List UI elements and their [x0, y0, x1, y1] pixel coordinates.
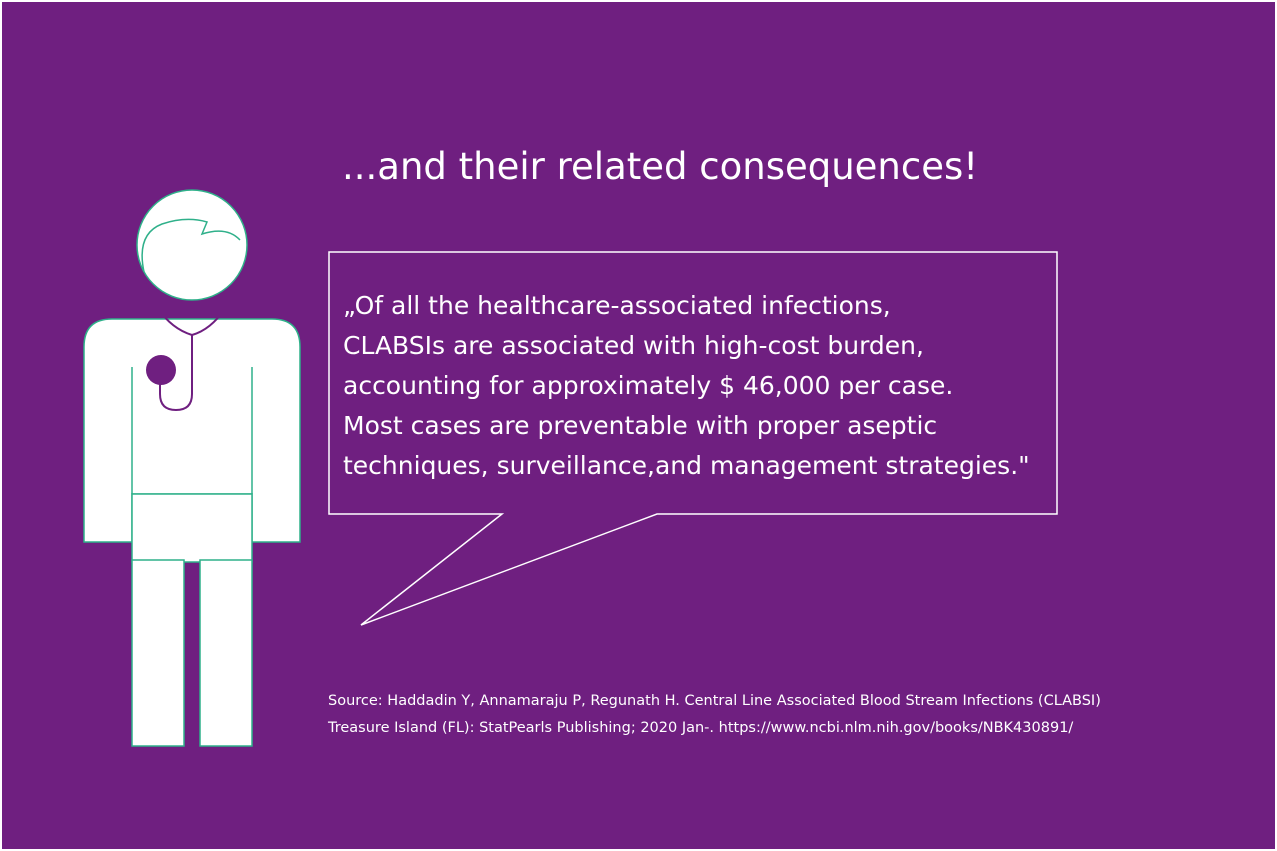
quote-line: Most cases are preventable with proper a…: [343, 411, 938, 440]
source-citation: Source: Haddadin Y, Annamaraju P, Reguna…: [328, 688, 1108, 742]
quote-text: „Of all the healthcare-associated infect…: [343, 286, 1048, 486]
head: [136, 189, 248, 301]
source-line: Source: Haddadin Y, Annamaraju P, Reguna…: [328, 693, 1101, 709]
quote-line: techniques, surveillance,and management …: [343, 451, 1030, 480]
quote-line: CLABSIs are associated with high-cost bu…: [343, 331, 924, 360]
stethoscope-icon: [136, 249, 248, 412]
body: [83, 318, 301, 747]
headline: ...and their related consequences!: [342, 145, 979, 188]
healthcare-worker-icon: [83, 189, 301, 747]
quote-line: „Of all the healthcare-associated infect…: [343, 291, 891, 320]
source-line: Treasure Island (FL): StatPearls Publish…: [328, 720, 1074, 736]
quote-line: accounting for approximately $ 46,000 pe…: [343, 371, 954, 400]
